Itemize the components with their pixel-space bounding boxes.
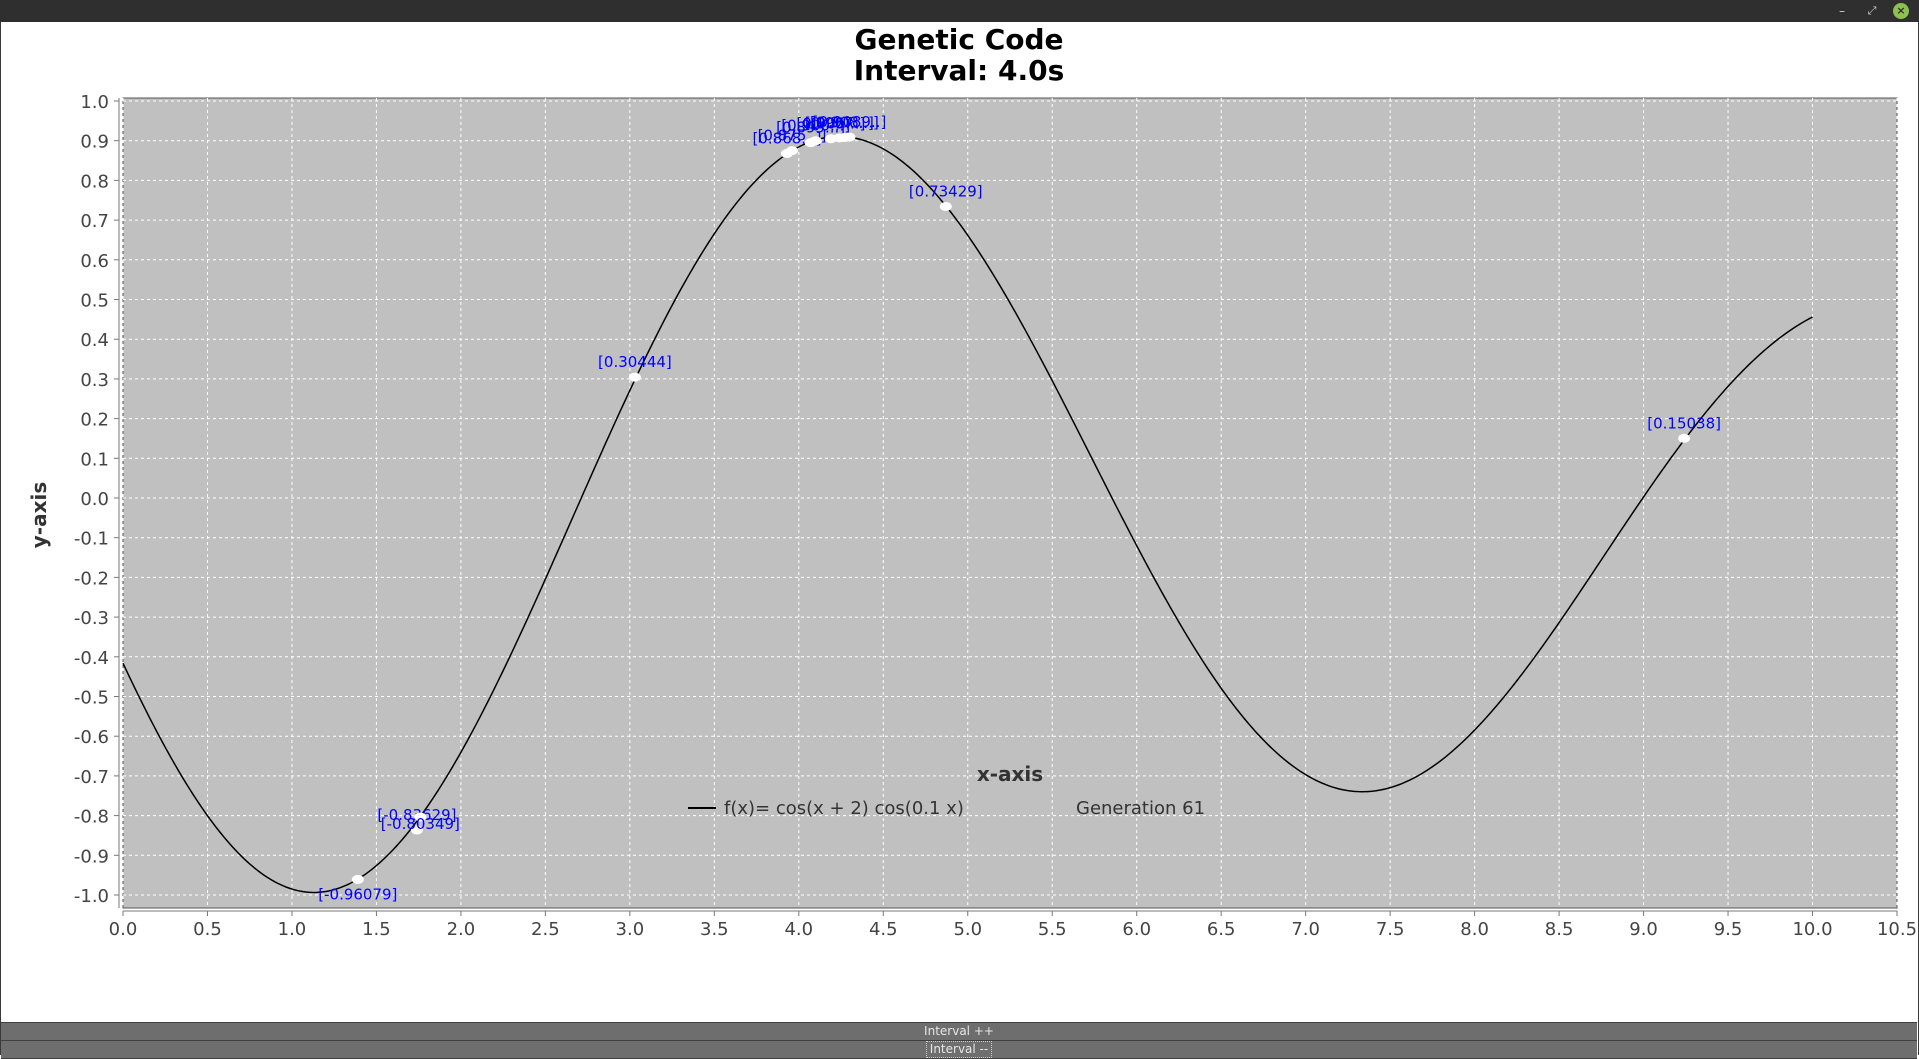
y-tick-label: 0.4 <box>80 330 109 351</box>
legend-series-label: f(x)= cos(x + 2) cos(0.1 x) <box>724 798 964 819</box>
data-point-label: [0.900...] <box>781 117 850 135</box>
y-tick-label: 0.3 <box>80 370 109 391</box>
x-tick-label: 7.5 <box>1376 919 1405 940</box>
data-point <box>809 136 822 146</box>
interval-increase-label: Interval ++ <box>924 1024 994 1038</box>
x-axis-label: x-axis <box>977 762 1043 786</box>
y-axis-ticks: 1.0 0.9 0.8 0.7 0.6 0.5 0.4 0.3 0.2 0.1 0.0 -0.1 -0.… <box>74 92 120 908</box>
x-tick-label: 1.5 <box>362 919 391 940</box>
data-point <box>786 146 799 156</box>
x-tick-label: 4.0 <box>784 919 813 940</box>
data-point <box>410 825 423 835</box>
data-point <box>843 132 856 142</box>
legend-generation-label: Generation 61 <box>1076 798 1205 819</box>
interval-decrease-button[interactable]: Interval -- <box>1 1040 1917 1059</box>
y-tick-label: 0.5 <box>80 291 109 312</box>
x-tick-label: 3.0 <box>616 919 645 940</box>
data-points: [-0.96079][-0.83629][-0.80349][0.30444][… <box>318 113 1721 903</box>
x-tick-label: 8.0 <box>1460 919 1489 940</box>
y-tick-label: -0.1 <box>74 529 109 550</box>
y-tick-label: 0.8 <box>80 171 109 192</box>
grid-lines <box>122 98 1898 908</box>
y-tick-label: 1.0 <box>80 92 109 113</box>
x-tick-label: 4.5 <box>869 919 898 940</box>
y-tick-label: -0.8 <box>74 807 109 828</box>
x-tick-label: 8.5 <box>1545 919 1574 940</box>
x-tick-label: 5.0 <box>953 919 982 940</box>
data-point-label: [0.868...] <box>753 129 822 147</box>
y-tick-label: 0.0 <box>80 489 109 510</box>
x-axis-ticks: 0.0 0.5 1.0 1.5 2.0 2.5 3.0 3.5 4.0 4.5 5.0 5.5 6.0 6… <box>109 910 1917 940</box>
close-icon[interactable]: × <box>1893 3 1909 19</box>
x-tick-label: 5.5 <box>1038 919 1067 940</box>
data-point <box>939 201 952 211</box>
plot-background <box>122 97 1898 909</box>
y-tick-label: 0.2 <box>80 410 109 431</box>
data-point <box>628 372 641 382</box>
y-axis-label: y-axis <box>27 482 51 549</box>
y-tick-label: 0.1 <box>80 449 109 470</box>
chart: Genetic Code Interval: 4.0s 0.0 0.5 1.0 1.5… <box>27 23 1917 940</box>
y-tick-label: -1.0 <box>74 886 109 907</box>
data-point-label: [0.9089..] <box>813 113 887 131</box>
data-point-label: [-0.80349] <box>381 815 460 833</box>
data-point-label: [0.895...] <box>776 119 845 137</box>
y-tick-label: 0.7 <box>80 211 109 232</box>
x-tick-label: 7.0 <box>1291 919 1320 940</box>
y-tick-label: 0.9 <box>80 132 109 153</box>
x-tick-label: 10.5 <box>1877 919 1917 940</box>
y-tick-label: -0.5 <box>74 688 109 709</box>
y-tick-label: -0.7 <box>74 767 109 788</box>
chart-title: Genetic Code <box>854 23 1063 56</box>
data-point-label: [0.73429] <box>909 182 983 200</box>
data-point <box>351 874 364 884</box>
x-tick-label: 6.0 <box>1122 919 1151 940</box>
y-tick-label: -0.6 <box>74 727 109 748</box>
data-point-label: [-0.96079] <box>318 885 397 903</box>
x-tick-label: 0.5 <box>193 919 222 940</box>
y-tick-label: -0.2 <box>74 568 109 589</box>
data-point-label: [0.905...] <box>796 115 865 133</box>
y-tick-label: 0.6 <box>80 251 109 272</box>
x-tick-label: 0.0 <box>109 919 138 940</box>
y-tick-label: -0.3 <box>74 608 109 629</box>
x-tick-label: 6.5 <box>1207 919 1236 940</box>
data-point <box>414 812 427 822</box>
x-tick-label: 10.0 <box>1792 919 1832 940</box>
x-tick-label: 9.0 <box>1629 919 1658 940</box>
data-point-label: [0.908...] <box>810 114 879 132</box>
interval-decrease-label: Interval -- <box>925 1041 993 1058</box>
y-tick-label: -0.9 <box>74 846 109 867</box>
maximize-icon[interactable]: ⤢ <box>1867 4 1877 17</box>
interval-increase-button[interactable]: Interval ++ <box>1 1022 1917 1041</box>
chart-subtitle: Interval: 4.0s <box>854 54 1065 87</box>
data-point-label: [0.15038] <box>1647 414 1721 432</box>
data-point-label: [0.907...] <box>805 114 874 132</box>
series-line <box>122 135 1813 894</box>
x-tick-label: 1.0 <box>278 919 307 940</box>
x-tick-label: 3.5 <box>700 919 729 940</box>
y-tick-label: -0.4 <box>74 648 109 669</box>
data-point-label: [0.30444] <box>598 353 672 371</box>
x-tick-label: 2.5 <box>531 919 560 940</box>
data-point <box>1678 433 1691 443</box>
minimize-icon[interactable]: – <box>1839 4 1845 18</box>
x-tick-label: 9.5 <box>1714 919 1743 940</box>
window-titlebar: – ⤢ × <box>0 0 1919 22</box>
x-tick-label: 2.0 <box>447 919 476 940</box>
plot-area <box>122 97 1898 909</box>
